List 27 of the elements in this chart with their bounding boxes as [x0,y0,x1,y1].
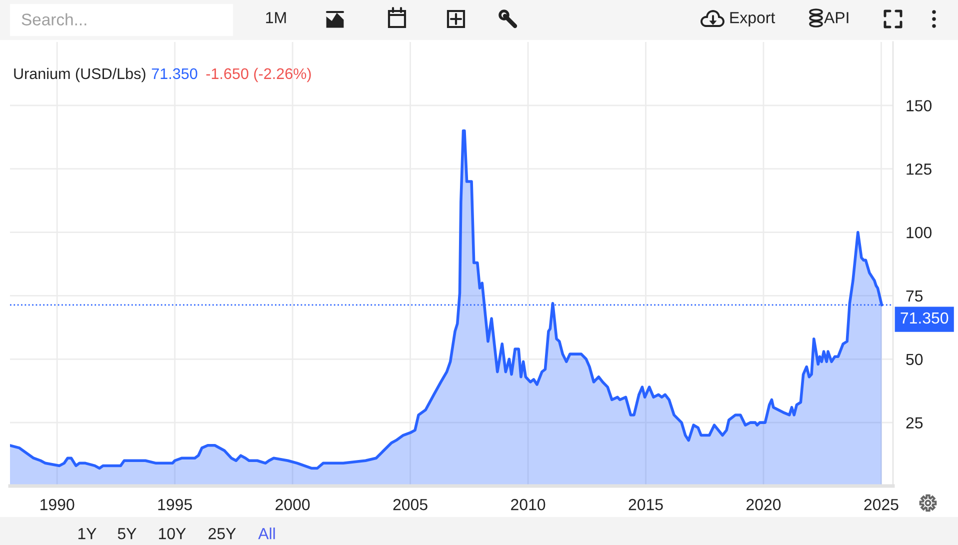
y-tick-label: 25 [906,417,923,429]
x-tick-label: 2010 [511,498,546,510]
text: Export [730,12,776,26]
text: Search... [22,13,86,26]
annotation: 71.350 [152,68,198,80]
y-tick-label: 125 [906,163,932,175]
y-tick-label: 75 [906,290,923,302]
y-tick-label: 150 [906,100,932,112]
y-tick-label: 50 [906,354,923,366]
x-tick-label: 1995 [158,498,192,510]
text: Uranium (USD/Lbs) [14,68,146,82]
x-tick-label: 2025 [864,498,898,510]
annotation: -1.650 (-2.26%) [206,68,311,82]
x-tick-label: 2015 [628,498,663,510]
text: API [824,12,848,24]
x-tick-label: 1990 [40,498,74,510]
text: 25Y [208,528,236,540]
text: 10Y [159,528,186,540]
text: 1M [266,12,286,24]
ref-line-label: 71.350 [900,312,948,324]
text: 1Y [78,528,96,540]
x-tick-label: 2000 [276,498,310,510]
y-tick-label: 100 [906,226,932,238]
x-tick-label: 2005 [393,498,428,510]
text: All [258,528,275,540]
text: 5Y [118,528,136,540]
x-tick-label: 2020 [746,498,781,510]
